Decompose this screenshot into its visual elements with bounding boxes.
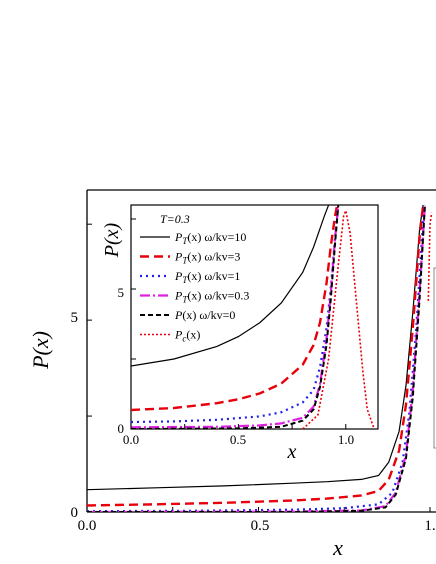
main-curve-pc xyxy=(427,212,433,301)
main-x-tick-1: 0.5 xyxy=(251,518,270,534)
legend-label-wkv10: PT(x) ω/kv=10 xyxy=(174,230,246,246)
inset-x-tick-2: 1.0 xyxy=(338,432,354,447)
inset-background xyxy=(130,204,379,430)
inset-curve-wkv0 xyxy=(131,205,340,429)
inset-legend: T=0.3 PT(x) ω/kv=10 PT(x) ω/kv=3 PT(x) ω/k… xyxy=(140,212,249,344)
main-x-tick-0: 0.0 xyxy=(78,518,97,534)
inset-title: T=0.3 xyxy=(160,212,190,226)
main-x-tick-2: 1. xyxy=(424,518,435,534)
legend-label-wkv03: PT(x) ω/kv=0.3 xyxy=(174,289,249,305)
main-x-label: x xyxy=(332,535,343,560)
main-y-tick-1: 5 xyxy=(71,310,79,326)
main-curve-wkv0 xyxy=(87,204,426,512)
main-curve-wkv3 xyxy=(87,204,425,507)
inset-title-text: T=0.3 xyxy=(160,212,190,226)
main-y-label: P(x) xyxy=(28,331,53,370)
inset-x-tick-0: 0.0 xyxy=(123,432,139,447)
inset-x-tick-1: 0.5 xyxy=(230,432,246,447)
inset-curve-wkv3 xyxy=(131,205,339,412)
main-legend-box-edge xyxy=(433,267,436,449)
main-y-tick-0: 0 xyxy=(71,505,79,521)
legend-label-wkv0: P(x) ω/kv=0 xyxy=(174,308,235,322)
legend-label-wkv1: PT(x) ω/kv=1 xyxy=(174,269,240,285)
inset-x-label: x xyxy=(287,441,297,463)
inset-curve-wkv10 xyxy=(131,205,330,367)
inset-y-label: P(x) xyxy=(101,222,123,258)
main-plot: 0.0 0.5 1. 0 5 x P(x) xyxy=(28,189,436,560)
legend-label-wkv3: PT(x) ω/kv=3 xyxy=(174,250,240,266)
inset-y-tick-0: 0 xyxy=(118,421,125,436)
legend-label-pc: Pc(x) xyxy=(174,328,200,344)
inset-y-tick-1: 5 xyxy=(118,285,125,300)
inset-plot: 0.0 0.5 1.0 0 5 x P(x) T=0.3 PT(x) ω/kv=… xyxy=(101,204,379,463)
